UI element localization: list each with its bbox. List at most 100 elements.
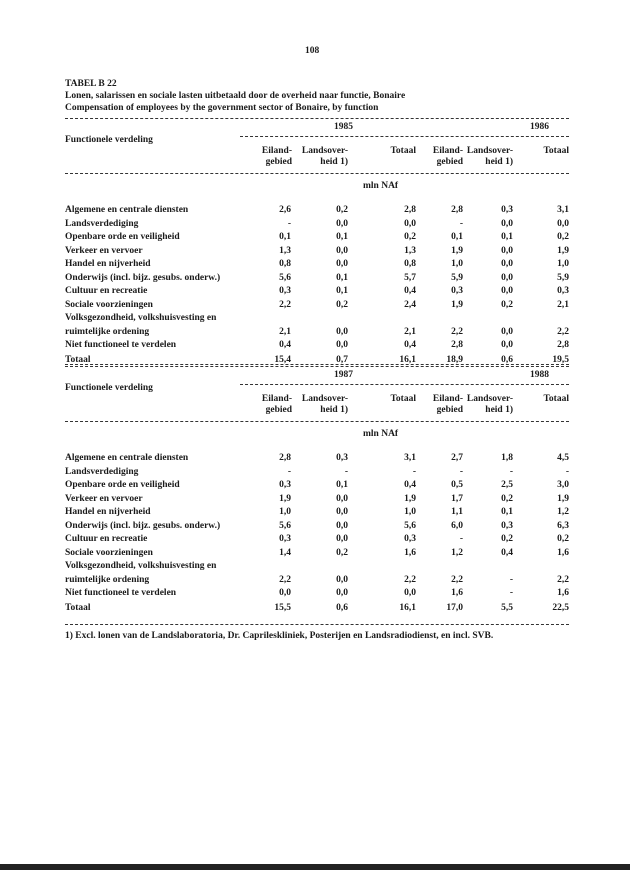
cell-value: 0,0 xyxy=(336,340,348,350)
cell-value: 0,0 xyxy=(336,534,348,544)
cell-value: 5,9 xyxy=(451,272,463,283)
column-header: Eiland-gebied xyxy=(254,394,292,416)
row-header: Functionele verdeling xyxy=(65,135,153,145)
cell-value: 0,6 xyxy=(501,355,513,365)
cell-value: 0,0 xyxy=(501,326,513,337)
cell-value: 16,1 xyxy=(399,355,416,365)
row-label: ruimtelijke ordening xyxy=(65,574,150,585)
title-nl: Lonen, salarissen en sociale lasten uitb… xyxy=(65,91,406,101)
row-label: Algemene en centrale diensten xyxy=(65,205,189,215)
column-header: Eiland-gebied xyxy=(425,146,463,168)
cell-value: 0,2 xyxy=(336,299,348,310)
page-number: 108 xyxy=(305,46,320,56)
table-row: Landsverdediging - - - - - - xyxy=(65,466,569,479)
scan-edge xyxy=(0,864,630,870)
cell-value: 5,6 xyxy=(404,520,416,531)
cell-value: 3,1 xyxy=(557,205,569,215)
cell-value: 0,1 xyxy=(451,232,463,242)
cell-value: 2,2 xyxy=(557,326,569,337)
cell-value: 3,0 xyxy=(557,480,569,490)
cell-value: 1,9 xyxy=(557,493,569,504)
row-label: Volksgezondheid, volkshuisvesting en xyxy=(65,561,217,571)
row-label: Niet functioneel te verdelen xyxy=(65,588,177,598)
column-header: Landsover-heid 1) xyxy=(298,394,348,416)
cell-value: 0,0 xyxy=(336,507,348,517)
cell-value: 4,5 xyxy=(557,453,569,463)
cell-value: 0,0 xyxy=(336,520,348,531)
cell-value: 6,0 xyxy=(451,520,463,531)
cell-value: 0,3 xyxy=(336,453,348,463)
cell-value: 0,5 xyxy=(451,480,463,490)
table-row: Onderwijs (incl. bijz. gesubs. onderw.) 5… xyxy=(65,520,569,533)
cell-value: 0,3 xyxy=(501,520,513,531)
cell-value: 0,3 xyxy=(279,480,291,490)
cell-value: 6,3 xyxy=(557,520,569,531)
row-label: Openbare orde en veiligheid xyxy=(65,232,180,242)
row-label: Totaal xyxy=(65,603,91,613)
table-row: Algemene en centrale diensten 2,8 0,3 3,1 2,… xyxy=(65,452,569,465)
col-header-line2: gebied xyxy=(436,405,463,415)
cell-value: 0,0 xyxy=(501,245,513,256)
cell-value: 2,2 xyxy=(404,574,416,585)
cell-value: 0,1 xyxy=(336,232,348,242)
cell-value: 15,4 xyxy=(274,355,291,365)
cell-value: 2,2 xyxy=(279,299,291,310)
cell-value: 2,6 xyxy=(279,205,291,215)
cell-value: 5,6 xyxy=(279,520,291,531)
cell-value: 1,7 xyxy=(451,493,463,504)
cell-value: 2,2 xyxy=(557,574,569,585)
cell-value: 1,2 xyxy=(451,547,463,558)
cell-value: 0,0 xyxy=(404,588,416,598)
table-row: Verkeer en vervoer 1,3 0,0 1,3 1,9 0,0 1,9 xyxy=(65,245,569,258)
cell-value: 1,4 xyxy=(279,547,291,558)
row-label: Landsverdediging xyxy=(65,466,139,477)
year-divider xyxy=(240,136,569,137)
col-header-line1: Landsover- xyxy=(466,146,513,156)
cell-value: 0,0 xyxy=(501,218,513,229)
cell-value: 1,0 xyxy=(404,507,416,517)
col-header-line1: Eiland- xyxy=(261,394,292,404)
cell-value: - xyxy=(459,534,463,544)
col-header-line2: heid 1) xyxy=(485,405,513,415)
table-row: Onderwijs (incl. bijz. gesubs. onderw.) 5… xyxy=(65,272,569,285)
row-header: Functionele verdeling xyxy=(65,383,153,393)
cell-value: 0,7 xyxy=(336,355,348,365)
header-divider xyxy=(65,173,569,174)
row-label: Totaal xyxy=(65,355,91,365)
table-row: Volksgezondheid, volkshuisvesting en xyxy=(65,312,569,325)
cell-value: 0,2 xyxy=(404,232,416,242)
cell-value: 1,9 xyxy=(557,245,569,256)
col-header-line2: gebied xyxy=(265,157,292,167)
cell-value: 2,4 xyxy=(404,299,416,310)
col-header-totaal: Totaal xyxy=(390,146,416,156)
column-header: Landsover-heid 1) xyxy=(298,146,348,168)
cell-value: 3,1 xyxy=(404,453,416,463)
row-label: ruimtelijke ordening xyxy=(65,326,150,337)
column-header: Totaal xyxy=(380,146,416,157)
cell-value: 1,8 xyxy=(501,453,513,463)
cell-value: 1,0 xyxy=(451,259,463,269)
cell-value: 2,7 xyxy=(451,453,463,463)
cell-value: 0,0 xyxy=(501,259,513,269)
table-row: Openbare orde en veiligheid 0,1 0,1 0,2 0,1 0… xyxy=(65,231,569,244)
row-label: Landsverdediging xyxy=(65,218,139,229)
cell-value: 16,1 xyxy=(399,603,416,613)
col-header-line2: heid 1) xyxy=(485,157,513,167)
cell-value: 2,8 xyxy=(279,453,291,463)
cell-value: 0,1 xyxy=(336,286,348,296)
col-header-line1: Eiland- xyxy=(432,146,463,156)
column-header: Eiland-gebied xyxy=(254,146,292,168)
table-row: Landsverdediging - 0,0 0,0 - 0,0 0,0 xyxy=(65,218,569,231)
cell-value: 0,6 xyxy=(336,603,348,613)
cell-value: 0,3 xyxy=(557,286,569,296)
table-row: Niet functioneel te verdelen 0,4 0,0 0,4 2,8… xyxy=(65,339,569,352)
total-row: Totaal 15,4 0,7 16,1 18,9 0,6 19,5 xyxy=(65,354,569,367)
cell-value: 19,5 xyxy=(552,355,569,365)
footnote-divider xyxy=(65,624,569,625)
column-header: Totaal xyxy=(533,394,569,405)
cell-value: 0,4 xyxy=(501,547,513,558)
cell-value: - xyxy=(287,466,291,477)
table-row: Sociale voorzieningen 1,4 0,2 1,6 1,2 0,4 1,6 xyxy=(65,547,569,560)
cell-value: 0,4 xyxy=(279,340,291,350)
col-header-line2: gebied xyxy=(265,405,292,415)
